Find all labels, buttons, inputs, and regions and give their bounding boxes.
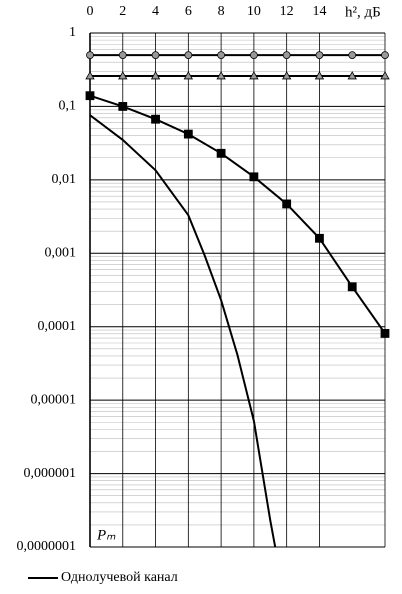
y-tick-label: 0,0000001 <box>17 539 77 554</box>
legend-label: Однолучевой канал <box>61 570 178 585</box>
series-line <box>89 114 277 548</box>
marker <box>183 129 193 139</box>
marker <box>282 51 291 60</box>
marker <box>151 114 160 124</box>
marker <box>249 71 259 80</box>
marker <box>282 199 292 209</box>
x-tick-label: 14 <box>312 4 326 19</box>
marker <box>347 282 357 292</box>
x-tick-label: 12 <box>280 4 294 19</box>
marker <box>281 71 292 80</box>
marker <box>85 91 95 101</box>
x-axis-label: h², дБ <box>345 4 381 20</box>
marker <box>347 71 357 80</box>
y-tick-label: 0,01 <box>52 172 77 187</box>
marker <box>85 71 95 80</box>
marker <box>314 71 325 80</box>
x-tick-label: 6 <box>185 4 192 19</box>
marker <box>118 71 128 80</box>
marker <box>380 329 390 338</box>
y-tick-label: 0,000001 <box>24 466 77 481</box>
marker <box>86 51 94 60</box>
y-tick-label: 0,00001 <box>31 392 77 407</box>
marker <box>151 51 160 60</box>
marker <box>217 51 226 60</box>
y-tick-label: 1 <box>69 25 76 40</box>
x-tick-label: 8 <box>218 4 225 19</box>
marker <box>249 51 258 60</box>
marker <box>183 71 194 80</box>
marker <box>315 51 324 60</box>
x-tick-label: 2 <box>119 4 126 19</box>
marker <box>249 172 259 182</box>
marker <box>216 148 226 158</box>
y-tick-label: 0,001 <box>45 246 77 261</box>
marker <box>150 71 161 80</box>
x-tick-label: 10 <box>247 4 261 19</box>
marker <box>315 233 324 243</box>
marker <box>381 51 389 60</box>
x-tick-label: 4 <box>152 4 159 19</box>
marker <box>118 51 127 60</box>
marker <box>216 71 226 80</box>
series-line <box>89 94 386 335</box>
y-axis-label: Pₘ <box>96 527 116 543</box>
y-tick-label: 0,1 <box>59 99 77 114</box>
marker <box>348 51 357 60</box>
y-tick-label: 0,0001 <box>38 319 77 334</box>
marker <box>380 71 390 80</box>
marker <box>184 51 193 60</box>
x-tick-label: 0 <box>87 4 94 19</box>
marker <box>118 102 128 111</box>
